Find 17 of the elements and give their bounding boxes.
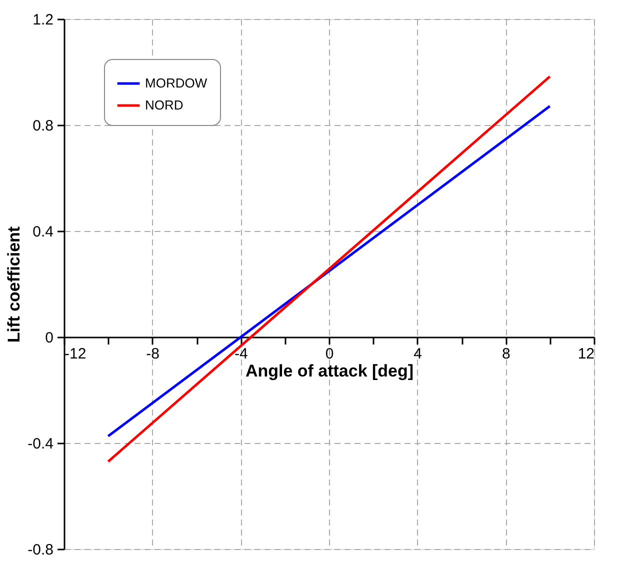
y-tick-label: 0.4 — [32, 224, 54, 240]
x-tick-label: -12 — [64, 346, 86, 362]
y-tick-label: 0.8 — [32, 118, 54, 134]
x-tick-label: 0 — [325, 346, 334, 362]
y-tick-label: -0.4 — [28, 436, 54, 452]
legend-label: MORDOW — [145, 76, 208, 90]
y-axis-title: Lift coefficient — [4, 226, 24, 343]
y-tick-label: 0 — [45, 330, 54, 346]
legend-label: NORD — [145, 98, 184, 112]
x-axis-title: Angle of attack [deg] — [245, 362, 414, 380]
x-tick-label: 4 — [414, 346, 422, 362]
x-tick-label: 8 — [502, 346, 510, 362]
x-tick-label: -4 — [234, 346, 248, 362]
x-tick-label: -8 — [146, 346, 160, 362]
x-tick-label: 12 — [578, 346, 594, 362]
y-tick-label: 1.2 — [32, 12, 54, 28]
y-tick-label: -0.8 — [28, 542, 54, 558]
